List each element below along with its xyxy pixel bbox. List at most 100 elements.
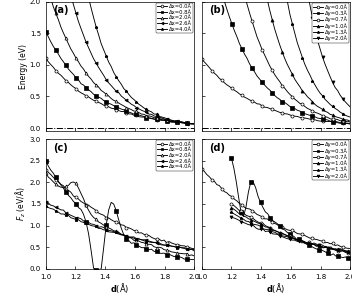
Δy=0.0Å <box>200 57 204 60</box>
Legend: Δx=0.0Å, Δx=0.8Å, Δx=2.0Å, Δx=2.6Å, Δx=4.0Å: Δx=0.0Å, Δx=0.8Å, Δx=2.0Å, Δx=2.6Å, Δx=4… <box>156 140 193 171</box>
Δy=0.0Å <box>243 95 247 99</box>
Δy=0.0Å <box>247 207 252 211</box>
Δy=1.3Å <box>326 246 331 250</box>
Δy=1.0Å <box>285 234 289 237</box>
Δy=0.7Å <box>271 227 275 231</box>
Δy=0.3Å <box>232 166 236 170</box>
Δy=2.0Å <box>321 246 326 249</box>
Δy=1.3Å <box>293 237 297 241</box>
Δy=0.7Å <box>338 249 342 253</box>
Δx=0.8Å <box>94 268 98 271</box>
Δy=0.7Å <box>285 234 289 238</box>
Δy=0.0Å <box>225 83 229 87</box>
Δy=2.0Å <box>275 233 279 236</box>
Δy=1.0Å <box>234 209 238 213</box>
Δy=1.3Å <box>266 227 270 231</box>
Line: Δx=2.0Å: Δx=2.0Å <box>44 172 196 258</box>
Δy=2.0Å <box>237 218 241 222</box>
Δy=1.3Å <box>283 234 287 238</box>
Δy=0.7Å <box>256 220 260 224</box>
Δx=2.6Å <box>44 200 48 204</box>
Δy=0.3Å <box>273 220 277 224</box>
Δy=2.0Å <box>297 239 301 243</box>
Δy=0.3Å <box>321 249 326 253</box>
Δy=0.0Å <box>250 99 254 103</box>
Δy=2.0Å <box>334 248 338 252</box>
Δy=1.0Å <box>302 240 306 243</box>
Δy=1.0Å <box>268 226 272 230</box>
Δy=0.3Å <box>312 246 316 250</box>
Δy=0.7Å <box>234 206 238 209</box>
Δy=1.3Å <box>239 217 243 220</box>
Δy=1.0Å <box>334 248 338 252</box>
Δy=0.7Å <box>288 235 292 238</box>
Δy=0.7Å <box>263 224 268 227</box>
Δy=2.0Å <box>271 232 275 236</box>
Δy=1.0Å <box>275 230 279 233</box>
Δx=4.0Å <box>137 237 141 241</box>
X-axis label: $\mathbf{d}$(Å): $\mathbf{d}$(Å) <box>266 281 286 295</box>
Δy=2.0Å <box>256 227 260 231</box>
Δx=4.0Å <box>87 223 91 226</box>
Δy=1.0Å <box>293 237 297 240</box>
Δy=0.7Å <box>346 251 350 255</box>
Δx=0.0Å <box>94 209 98 212</box>
Δy=2.0Å <box>329 247 333 250</box>
Δy=1.0Å <box>307 241 311 245</box>
Δy=1.0Å <box>253 220 258 224</box>
Δy=1.0Å <box>295 238 299 241</box>
Δy=1.3Å <box>329 247 333 250</box>
Δy=0.3Å <box>243 52 247 56</box>
Δy=0.3Å <box>285 230 289 234</box>
Δy=1.3Å <box>346 250 350 254</box>
Δy=0.3Å <box>307 243 311 247</box>
Δy=0.3Å <box>261 206 265 209</box>
Δy=2.0Å <box>283 236 287 239</box>
Legend: Δy=0.0Å, Δy=0.3Å, Δy=0.7Å, Δy=1.0Å, Δy=1.3Å, Δy=2.0Å: Δy=0.0Å, Δy=0.3Å, Δy=0.7Å, Δy=1.0Å, Δy=1… <box>312 140 349 180</box>
Δy=0.7Å <box>251 217 255 220</box>
Δx=2.0Å <box>190 122 194 126</box>
Δx=2.6Å <box>81 34 86 37</box>
Δy=0.3Å <box>251 180 255 184</box>
Δy=2.0Å <box>348 105 352 109</box>
Δy=0.3Å <box>319 248 323 252</box>
Δy=1.0Å <box>300 239 304 243</box>
Δy=1.3Å <box>334 247 338 251</box>
Δy=0.0Å <box>237 202 241 205</box>
Δy=0.7Å <box>321 246 326 250</box>
Δy=1.0Å <box>290 236 294 239</box>
Line: Δy=2.0Å: Δy=2.0Å <box>230 216 352 253</box>
Δy=0.0Å <box>200 167 204 171</box>
Δy=2.0Å <box>316 243 321 247</box>
Legend: Δy=0.0Å, Δy=0.3Å, Δy=0.7Å, Δy=1.0Å, Δy=1.3Å, Δy=2.0Å: Δy=0.0Å, Δy=0.3Å, Δy=0.7Å, Δy=1.0Å, Δy=1… <box>312 2 349 43</box>
Δx=2.0Å <box>192 121 196 125</box>
Δy=1.3Å <box>307 241 311 245</box>
X-axis label: $\mathbf{d}$(Å): $\mathbf{d}$(Å) <box>110 281 130 295</box>
Δy=1.0Å <box>336 247 340 251</box>
Line: Δx=0.0Å: Δx=0.0Å <box>44 168 196 250</box>
Δy=2.0Å <box>244 222 248 225</box>
Line: Δx=2.6Å: Δx=2.6Å <box>44 0 196 126</box>
Δy=0.7Å <box>266 225 270 229</box>
Δy=2.0Å <box>241 221 246 224</box>
Δy=0.3Å <box>239 211 243 214</box>
Δy=1.0Å <box>295 81 300 85</box>
Line: Δy=0.0Å: Δy=0.0Å <box>200 57 352 126</box>
Line: Δx=2.0Å: Δx=2.0Å <box>44 0 196 125</box>
Δy=2.0Å <box>253 226 258 230</box>
Δx=0.0Å <box>81 92 86 96</box>
Δy=0.7Å <box>302 239 306 243</box>
Δy=0.3Å <box>300 239 304 243</box>
Δy=2.0Å <box>229 216 233 219</box>
Δy=1.0Å <box>288 235 292 238</box>
Line: Δx=0.0Å: Δx=0.0Å <box>44 57 196 125</box>
Δx=0.0Å <box>87 95 91 99</box>
Δx=0.8Å <box>69 70 73 74</box>
Δy=0.7Å <box>241 211 246 215</box>
Δx=0.8Å <box>81 83 86 87</box>
Δy=2.0Å <box>285 237 289 240</box>
Δy=1.3Å <box>295 238 299 241</box>
Δy=0.7Å <box>314 244 319 248</box>
Δy=2.0Å <box>300 241 304 245</box>
Δy=0.3Å <box>263 210 268 214</box>
